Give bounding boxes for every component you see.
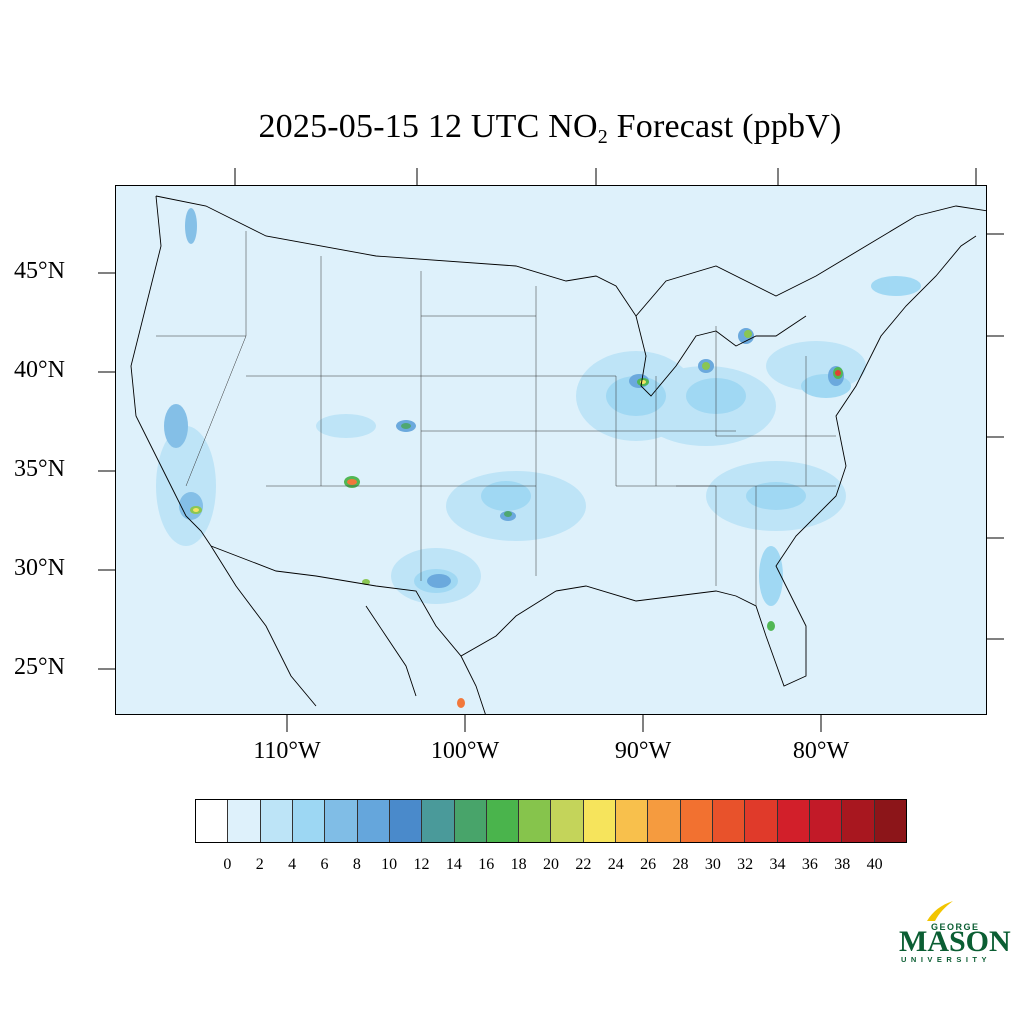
colorbar-tick-label: 18 — [510, 856, 527, 873]
colorbar-tick-label: 20 — [543, 856, 559, 873]
colorbar-tick-label: 38 — [834, 856, 851, 873]
logo-flame-icon — [927, 901, 953, 921]
colorbar-swatch — [777, 800, 810, 842]
colorbar-swatch — [809, 800, 843, 842]
colorbar-swatch — [519, 800, 552, 842]
colorbar-swatch — [745, 800, 778, 842]
lat-label-35n: 35°N — [14, 456, 65, 482]
lat-label-45n: 45°N — [14, 258, 65, 284]
colorbar-swatch — [422, 800, 455, 842]
lat-label-30n: 30°N — [14, 555, 65, 581]
logo-university-text: UNIVERSITY — [901, 955, 992, 964]
colorbar-tick-label: 34 — [769, 856, 786, 873]
colorbar-swatch — [486, 800, 520, 842]
colorbar-tick-label: 30 — [704, 856, 721, 873]
george-mason-university-logo: GEORGE MASON UNIVERSITY — [895, 895, 1011, 975]
colorbar-tick-label: 0 — [223, 856, 232, 873]
lon-label-110w: 110°W — [253, 738, 321, 764]
colorbar-tick-label: 36 — [801, 856, 818, 873]
colorbar-swatch — [357, 800, 390, 842]
colorbar-tick-label: 40 — [866, 856, 883, 873]
lat-label-40n: 40°N — [14, 357, 65, 383]
colorbar-swatch — [616, 800, 649, 842]
colorbar-swatch — [551, 800, 584, 842]
colorbar-tick-label: 2 — [255, 856, 264, 873]
colorbar-swatch — [454, 800, 487, 842]
logo-george-text: GEORGE — [931, 922, 980, 932]
colorbar-swatch — [196, 800, 229, 842]
colorbar-tick-label: 8 — [352, 856, 361, 873]
no2-plumes — [156, 208, 921, 708]
colorbar-tick-label: 12 — [413, 856, 430, 873]
lon-label-80w: 80°W — [792, 738, 850, 764]
colorbar-tick-label: 24 — [607, 856, 624, 873]
logo-mason-text: MASON — [899, 925, 1011, 958]
colorbar-swatch — [874, 800, 906, 842]
page-title: 2025-05-15 12 UTC NO2 Forecast (ppbV) — [258, 108, 842, 148]
colorbar-tick-label: 32 — [737, 856, 754, 873]
colorbar-swatch — [648, 800, 681, 842]
colorbar-tick-label: 10 — [381, 856, 398, 873]
colorbar-tick-label: 6 — [320, 856, 329, 873]
colorbar-swatch — [292, 800, 326, 842]
colorbar-tick-label: 4 — [288, 856, 297, 873]
colorbar-tick-label: 28 — [672, 856, 689, 873]
colorbar — [195, 799, 907, 843]
state-borders — [156, 231, 836, 606]
colorbar-swatch — [713, 800, 746, 842]
colorbar-swatch — [583, 800, 617, 842]
colorbar-swatch — [389, 800, 423, 842]
colorbar-swatch — [325, 800, 358, 842]
coastlines-and-borders — [130, 195, 986, 714]
lon-label-90w: 90°W — [614, 738, 672, 764]
colorbar-tick-label: 22 — [575, 856, 592, 873]
colorbar-tick-label: 16 — [478, 856, 495, 873]
colorbar-tick-label: 26 — [640, 856, 657, 873]
lat-label-25n: 25°N — [14, 654, 65, 680]
lon-label-100w: 100°W — [430, 738, 500, 764]
map-canvas — [130, 195, 986, 714]
colorbar-swatch — [680, 800, 713, 842]
colorbar-tick-label: 14 — [445, 856, 462, 873]
no2-forecast-map — [115, 185, 987, 715]
colorbar-swatch — [842, 800, 875, 842]
colorbar-swatch — [228, 800, 261, 842]
colorbar-swatch — [260, 800, 293, 842]
